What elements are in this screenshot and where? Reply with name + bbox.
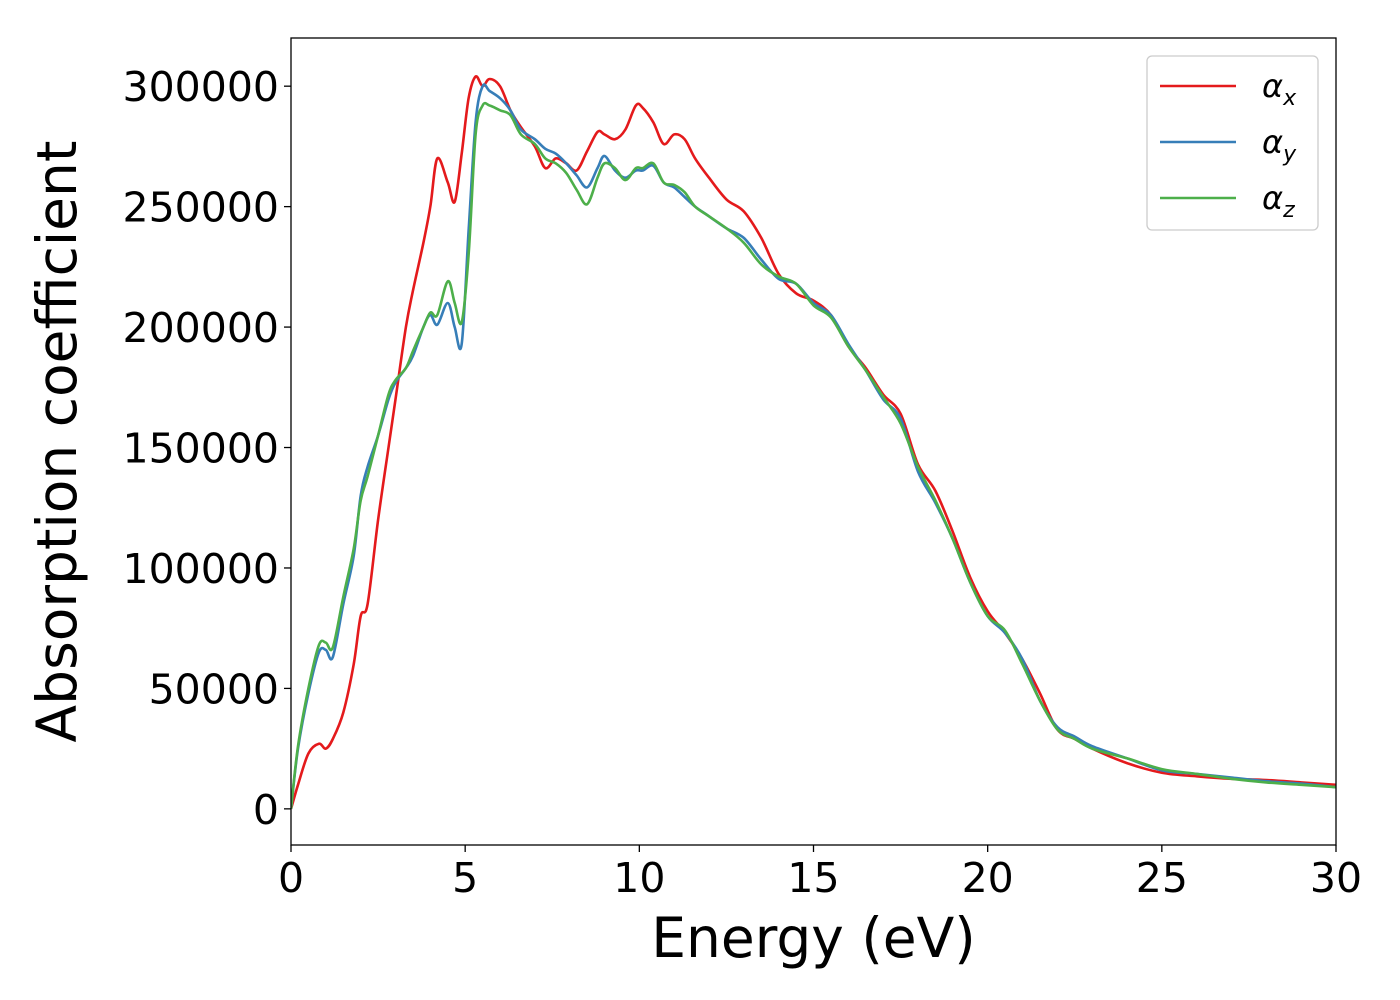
x-tick-label: 25	[1136, 854, 1188, 902]
x-axis-label: Energy (eV)	[651, 906, 975, 970]
series-line-z	[291, 101, 1336, 810]
y-tick-label: 200000	[122, 304, 279, 352]
y-tick-label: 0	[253, 786, 279, 834]
y-axis-label: Absorption coefficient	[25, 141, 89, 743]
y-tick-label: 50000	[149, 665, 279, 713]
y-tick-label: 300000	[122, 63, 279, 111]
x-tick-label: 10	[613, 854, 665, 902]
x-tick-label: 20	[962, 854, 1014, 902]
axis-ticks: 0 5 10 15 20 25 30 0 50000 100000 150000 200000 2500…	[122, 63, 1362, 902]
y-tick-label: 150000	[122, 425, 279, 473]
x-tick-label: 5	[452, 854, 478, 902]
series-layer	[291, 75, 1336, 810]
y-tick-label: 100000	[122, 545, 279, 593]
x-tick-label: 15	[787, 854, 839, 902]
x-tick-label: 30	[1310, 854, 1362, 902]
x-tick-label: 0	[278, 854, 304, 902]
y-tick-label: 250000	[122, 184, 279, 232]
